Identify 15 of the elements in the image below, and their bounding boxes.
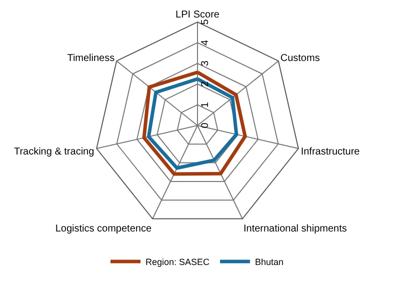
legend-label: Bhutan: [255, 257, 284, 268]
spoke-label: Tracking & tracing: [14, 146, 94, 158]
spoke-label: Timeliness: [67, 52, 115, 64]
y-tick-label: 1: [200, 102, 211, 108]
y-tick-label: 3: [200, 60, 211, 66]
spoke-label: International shipments: [243, 224, 347, 235]
y-tick-label: 2: [200, 80, 211, 87]
spoke-label: LPI Score: [176, 10, 220, 20]
spoke-label: Logistics competence: [55, 224, 152, 235]
y-tick-label: 0: [200, 122, 211, 128]
y-tick-label: 4: [200, 39, 211, 46]
y-tick-label: 5: [200, 18, 211, 25]
spoke-label: Customs: [280, 52, 320, 64]
legend-label: Region: SASEC: [146, 257, 210, 268]
spoke-label: Infrastructure: [300, 146, 360, 158]
